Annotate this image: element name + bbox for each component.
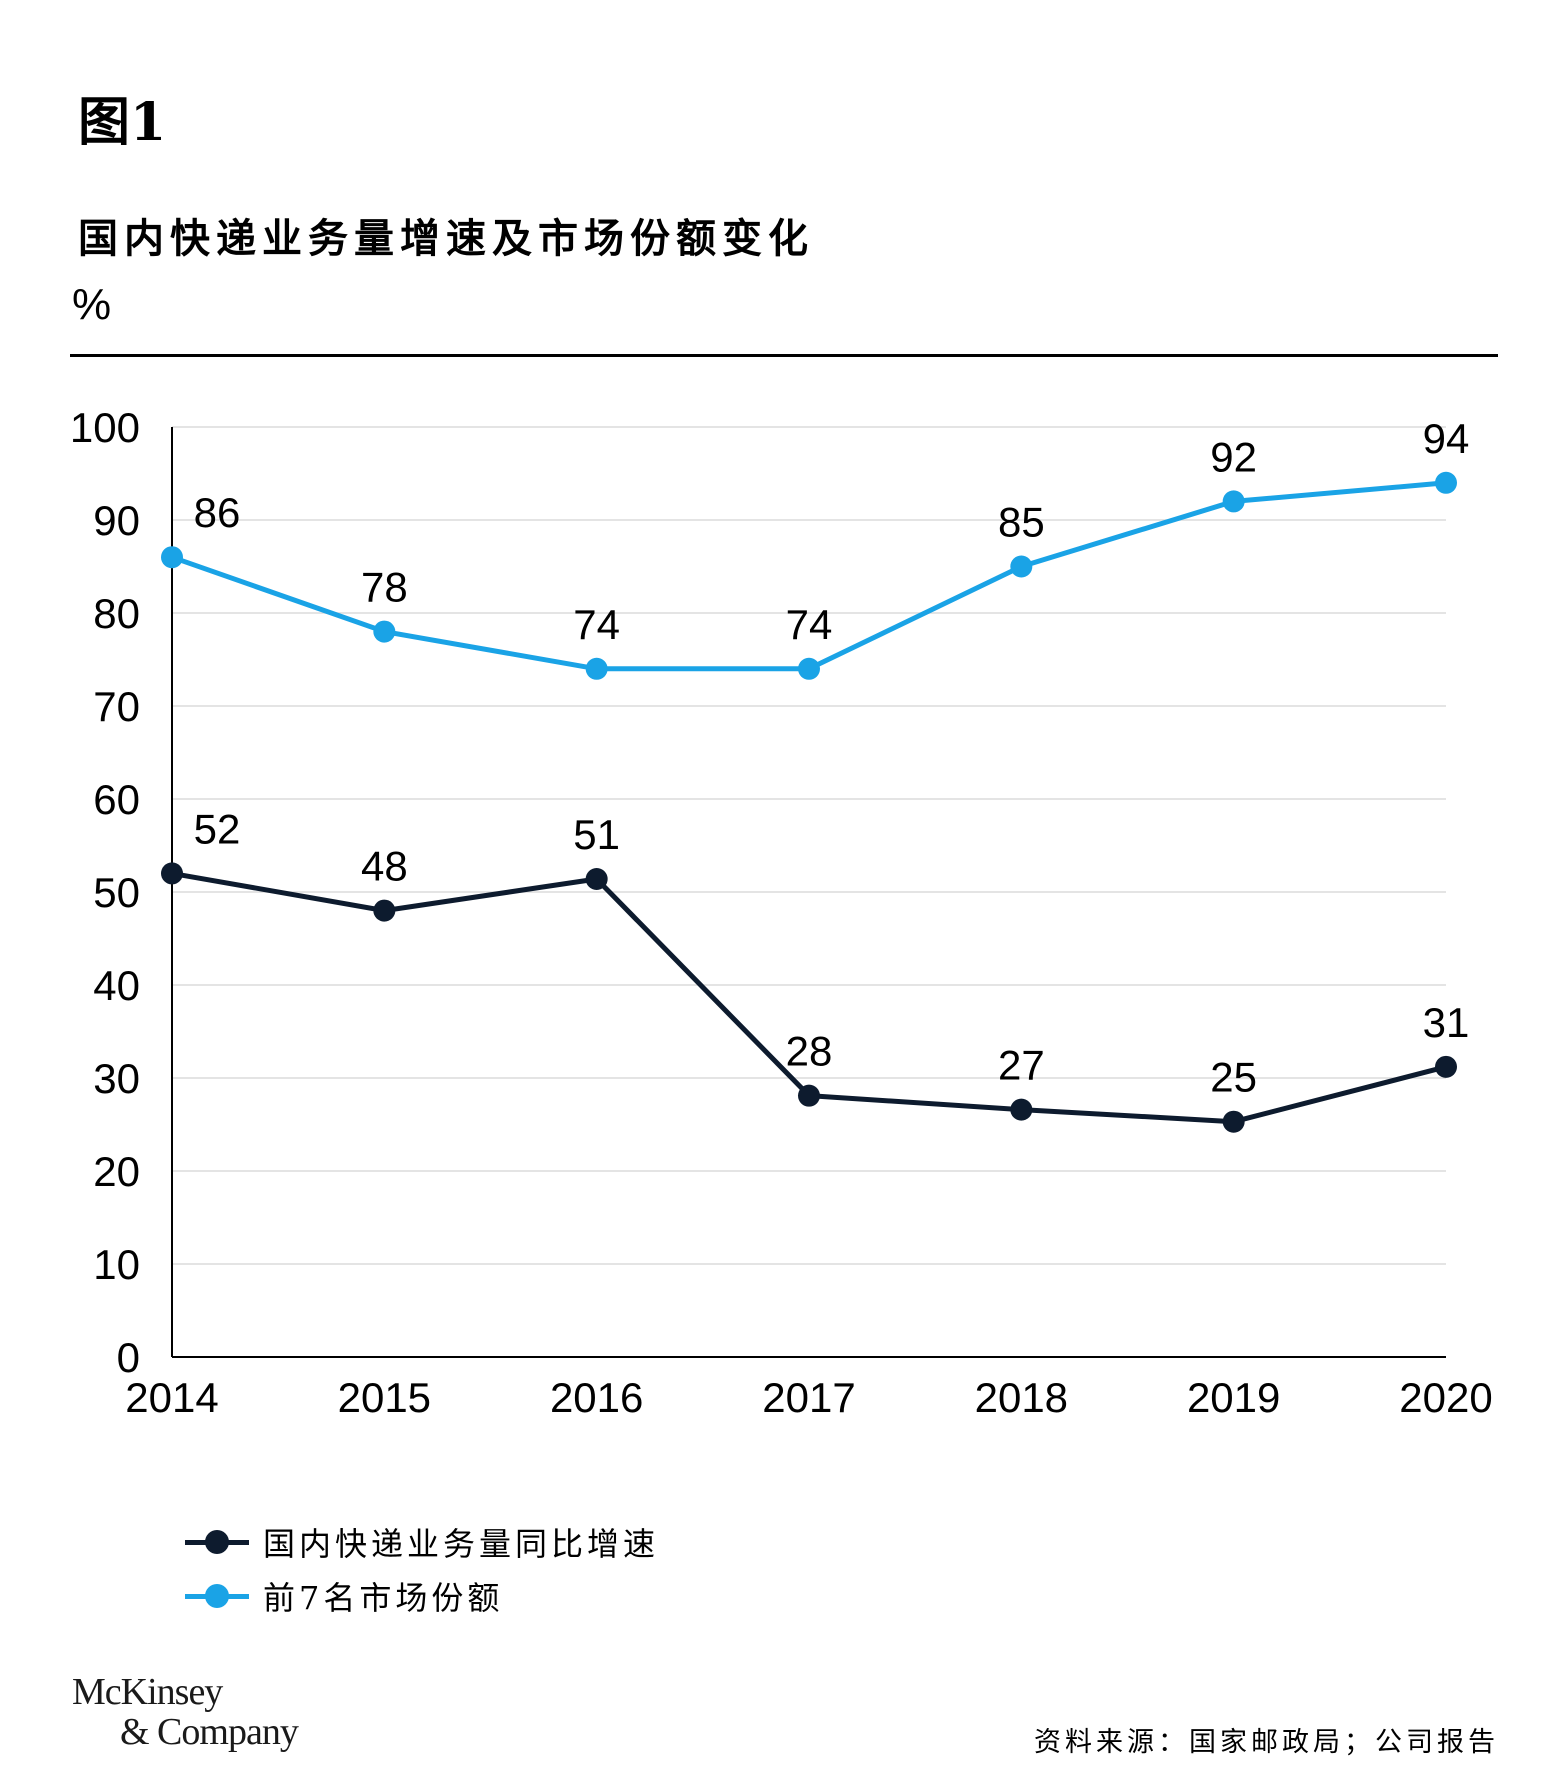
data-label-0: 31 — [1423, 999, 1470, 1046]
data-label-0: 25 — [1210, 1054, 1257, 1101]
legend-item-growth: 国内快递业务量同比增速 — [185, 1515, 659, 1569]
data-point-0 — [585, 867, 608, 890]
data-point-1 — [1010, 555, 1033, 578]
x-tick-label: 2020 — [1399, 1374, 1492, 1421]
unit-label: % — [72, 280, 112, 329]
legend-label-share: 前7名市场份额 — [263, 1579, 504, 1617]
data-label-1: 78 — [361, 564, 408, 611]
y-tick-label: 30 — [93, 1055, 140, 1102]
data-label-0: 51 — [573, 811, 620, 858]
data-label-1: 85 — [998, 499, 1045, 546]
data-point-1 — [798, 657, 820, 680]
data-point-1 — [585, 657, 608, 680]
x-tick-label: 2019 — [1187, 1374, 1280, 1421]
y-tick-label: 0 — [117, 1334, 140, 1381]
data-label-1: 92 — [1210, 433, 1257, 480]
x-tick-label: 2014 — [125, 1374, 218, 1421]
y-tick-label: 60 — [93, 776, 140, 823]
data-label-0: 52 — [194, 805, 241, 852]
chart-title: 国内快递业务量增速及市场份额变化 — [78, 215, 814, 262]
mckinsey-logo: McKinsey & Company — [72, 1671, 299, 1753]
data-point-1 — [1222, 490, 1245, 513]
data-label-1: 94 — [1423, 415, 1470, 462]
x-tick-label: 2016 — [550, 1374, 643, 1421]
data-label-1: 74 — [573, 601, 620, 648]
y-tick-label: 50 — [93, 869, 140, 916]
legend-label-growth: 国内快递业务量同比增速 — [263, 1525, 660, 1563]
y-tick-label: 90 — [93, 497, 140, 544]
data-point-0 — [373, 899, 396, 922]
y-tick-label: 10 — [93, 1241, 140, 1288]
data-point-1 — [161, 546, 183, 569]
logo-line-1: McKinsey — [72, 1671, 223, 1713]
data-label-1: 86 — [194, 489, 241, 536]
data-point-0 — [798, 1084, 820, 1107]
logo-line-2: & Company — [120, 1711, 299, 1753]
data-label-1: 74 — [786, 601, 833, 648]
legend-item-share: 前7名市场份额 — [185, 1569, 659, 1623]
data-label-0: 27 — [998, 1042, 1045, 1089]
y-tick-label: 20 — [93, 1148, 140, 1195]
data-point-0 — [1222, 1110, 1245, 1133]
y-tick-label: 80 — [93, 590, 140, 637]
chart-legend: 国内快递业务量同比增速 前7名市场份额 — [185, 1515, 659, 1623]
legend-swatch-share — [185, 1581, 249, 1611]
x-tick-label: 2017 — [762, 1374, 855, 1421]
data-point-0 — [1010, 1098, 1033, 1121]
figure-label: 图1 — [78, 92, 167, 153]
line-chart: 0 10 20 30 40 50 60 70 80 90 100 2014 2015 2016 2017 20… — [70, 404, 1493, 1421]
data-point-1 — [1435, 471, 1457, 494]
x-tick-label: 2018 — [975, 1374, 1068, 1421]
data-point-0 — [161, 862, 183, 885]
legend-swatch-growth — [185, 1527, 249, 1557]
data-point-0 — [1435, 1055, 1457, 1078]
data-label-0: 28 — [786, 1028, 833, 1075]
y-tick-label: 40 — [93, 962, 140, 1009]
x-tick-label: 2015 — [338, 1374, 431, 1421]
source-note: 资料来源：国家邮政局；公司报告 — [1034, 1727, 1499, 1758]
title-divider — [70, 354, 1498, 357]
data-label-0: 48 — [361, 843, 408, 890]
data-point-1 — [373, 620, 396, 643]
y-tick-label: 70 — [93, 683, 140, 730]
y-tick-label: 100 — [70, 404, 140, 451]
